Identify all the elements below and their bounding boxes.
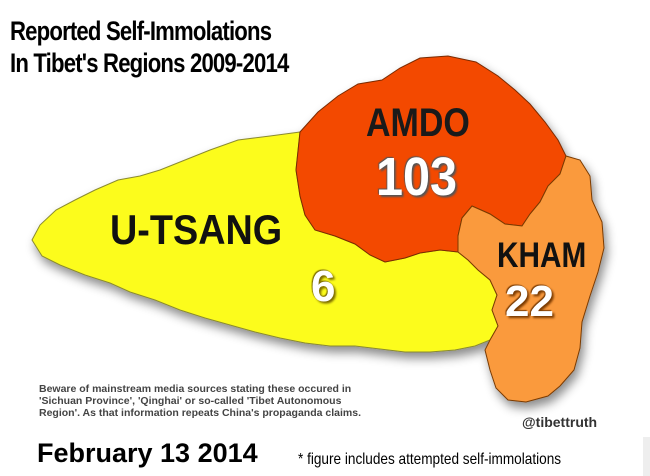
u-tsang-count: 6	[311, 262, 336, 311]
title-line-2: In Tibet's Regions 2009-2014	[10, 48, 289, 78]
media-warning-text: Beware of mainstream media sources stati…	[39, 383, 361, 419]
amdo-count: 103	[376, 147, 458, 207]
u-tsang-label: U-TSANG	[110, 206, 283, 253]
edge-strip	[643, 437, 650, 476]
region-kham	[457, 155, 605, 403]
footnote: * figure includes attempted self-immolat…	[298, 451, 562, 468]
title-line-1: Reported Self-Immolations	[10, 16, 272, 46]
twitter-handle: @tibettruth	[522, 414, 598, 430]
kham-label: KHAM	[497, 236, 587, 275]
amdo-label: AMDO	[366, 101, 470, 145]
date-label: February 13 2014	[37, 438, 258, 468]
kham-count: 22	[505, 277, 554, 326]
